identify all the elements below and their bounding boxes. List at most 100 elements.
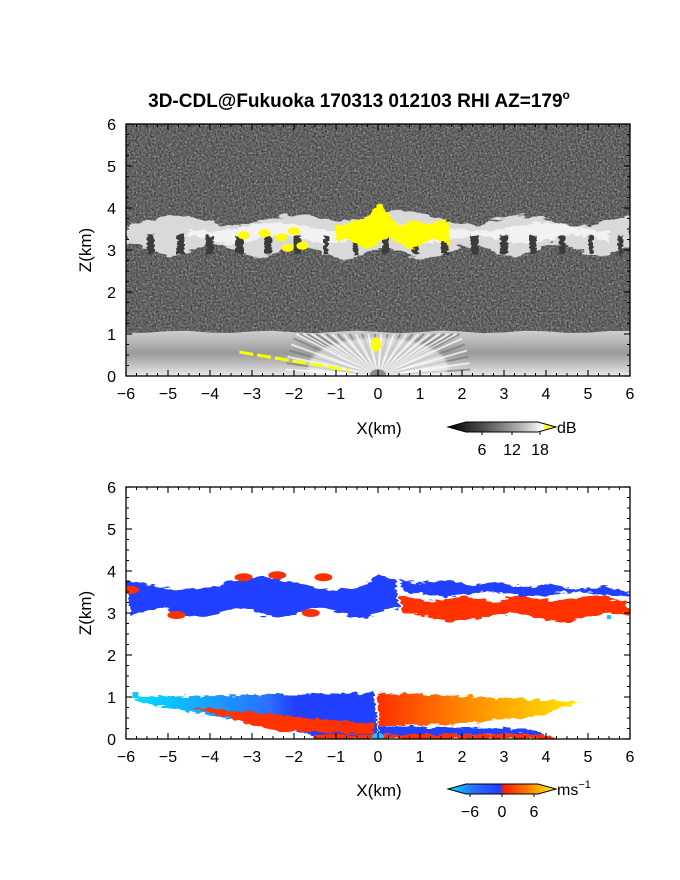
y-tick-label: 1 (107, 690, 116, 707)
x-tick-label: −6 (117, 749, 135, 766)
y-tick-label: 2 (107, 285, 116, 302)
y-tick-label: 4 (107, 201, 116, 218)
velocity-x-axis-label: X(km) (356, 781, 401, 800)
colorbar-gradient (446, 783, 558, 795)
velocity-fringe (234, 573, 253, 582)
y-tick-label: 5 (107, 159, 116, 176)
x-tick-label: −3 (243, 386, 261, 403)
velocity-cloud-negative (126, 573, 399, 619)
cloud-gap (529, 235, 537, 255)
colorbar-unit: ms−1 (557, 779, 591, 799)
strong-echo-blob (237, 231, 250, 240)
reflectivity-colorbar: 6 12 18 dB (446, 420, 577, 459)
velocity-colorbar: −6 0 6 ms−1 (446, 779, 591, 821)
colorbar-tick-label: 6 (530, 804, 539, 821)
cloud-gap (499, 235, 508, 255)
colorbar-tick-label: 18 (531, 442, 549, 459)
x-tick-label: 5 (584, 386, 593, 403)
cloud-gap (205, 235, 215, 255)
y-tick-label: 4 (107, 564, 116, 581)
colorbar-tick-label: 0 (498, 804, 507, 821)
x-tick-label: 5 (584, 749, 593, 766)
colorbar-tick-label: −6 (461, 804, 479, 821)
figure-title: 3D-CDL@Fukuoka 170313 012103 RHI AZ=179o (148, 88, 570, 112)
velocity-fringe (301, 609, 320, 617)
cloud-gap (588, 235, 594, 255)
cloud-gap (382, 235, 389, 255)
x-tick-label: 2 (458, 749, 467, 766)
colorbar-tick-label: 6 (478, 442, 487, 459)
velocity-boundary-underside (189, 706, 374, 734)
strong-echo-cloud (336, 203, 450, 249)
velocity-boundary-positive (378, 692, 580, 727)
reflectivity-x-axis-label: X(km) (356, 419, 401, 438)
x-tick-label: −1 (327, 386, 345, 403)
y-tick-label: 0 (107, 732, 116, 749)
velocity-low-positive (315, 733, 559, 739)
y-tick-label: 0 (107, 369, 116, 386)
x-tick-label: −4 (201, 386, 219, 403)
cloud-gap (470, 235, 479, 255)
colorbar-unit: dB (557, 420, 577, 437)
strong-echo-blob (296, 241, 309, 250)
x-tick-label: −5 (159, 749, 177, 766)
x-tick-label: −3 (243, 749, 261, 766)
velocity-cloud-upper-negative (399, 578, 630, 597)
x-tick-label: 6 (626, 386, 635, 403)
x-tick-label: 3 (500, 386, 509, 403)
x-tick-label: −2 (285, 386, 303, 403)
velocity-plot-area (126, 487, 630, 739)
x-tick-label: −2 (285, 749, 303, 766)
x-tick-label: 4 (542, 386, 551, 403)
y-tick-label: 2 (107, 648, 116, 665)
cloud-gap (264, 235, 273, 255)
x-tick-label: 1 (416, 749, 425, 766)
cloud-gap (323, 235, 330, 255)
x-tick-label: −5 (159, 386, 177, 403)
velocity-low-negative (378, 726, 546, 735)
velocity-y-axis-label: Z(km) (76, 591, 95, 635)
velocity-cloud-positive (399, 595, 630, 622)
colorbar-gradient (446, 421, 558, 433)
velocity-fringe (126, 585, 140, 594)
x-tick-label: 0 (374, 749, 383, 766)
cloud-gap (235, 235, 244, 255)
doppler-velocity-panel: −6 −5 −4 −3 −2 −1 0 1 2 3 4 5 6 0 1 2 3 4 5 6 X(km) Z(km) −… (76, 480, 635, 821)
cloud-gap (617, 235, 624, 255)
reflectivity-plot-area (126, 124, 630, 376)
x-tick-label: 4 (542, 749, 551, 766)
x-tick-label: 0 (374, 386, 383, 403)
x-tick-label: 1 (416, 386, 425, 403)
velocity-fringe (268, 571, 287, 580)
y-tick-label: 6 (107, 480, 116, 497)
velocity-isolated-point (132, 691, 139, 698)
x-tick-label: 3 (500, 749, 509, 766)
x-tick-label: 6 (626, 749, 635, 766)
y-tick-label: 6 (107, 117, 116, 134)
velocity-isolated-point (606, 615, 611, 620)
strong-echo-blob (288, 227, 300, 236)
x-tick-label: −1 (327, 749, 345, 766)
x-tick-label: 2 (458, 386, 467, 403)
y-tick-label: 3 (107, 606, 116, 623)
y-tick-label: 3 (107, 243, 116, 260)
y-tick-label: 5 (107, 522, 116, 539)
near-radar-echo (308, 337, 448, 376)
cloud-gap (176, 235, 185, 255)
cloud-gap (558, 235, 566, 255)
strong-echo-low-angle (239, 350, 349, 372)
colorbar-tick-label: 12 (503, 442, 521, 459)
velocity-fringe (314, 573, 333, 582)
strong-echo-blob (275, 233, 288, 242)
velocity-fringe (406, 598, 425, 607)
cloud-gap (352, 235, 359, 255)
cloud-gap (441, 235, 450, 255)
strong-echo-blob (258, 229, 271, 238)
velocity-fringe (167, 611, 186, 620)
x-tick-label: −6 (117, 386, 135, 403)
strong-echo-blob (281, 243, 294, 252)
cloud-gap (147, 235, 155, 255)
reflectivity-y-axis-label: Z(km) (76, 228, 95, 272)
